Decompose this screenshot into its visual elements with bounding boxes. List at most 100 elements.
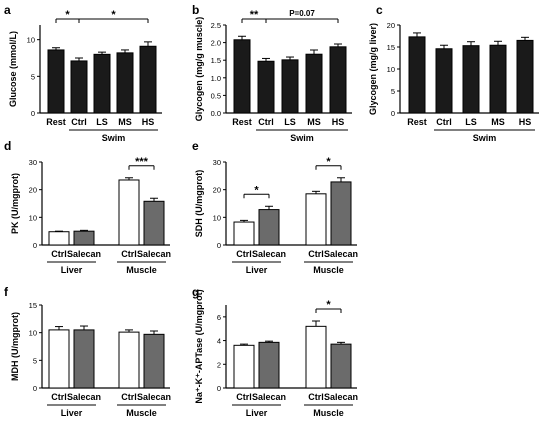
bar — [305, 325, 327, 389]
y-tick-label: 0 — [217, 384, 221, 393]
x-tick-label: Ctrl — [258, 117, 274, 127]
x-tick-label: HS — [142, 117, 155, 127]
x-tick-label: Ctrl — [308, 249, 324, 259]
y-tick-label: 1.0 — [211, 74, 221, 83]
x-tick-label: MS — [307, 117, 321, 127]
bar — [47, 49, 65, 114]
bar — [116, 52, 134, 114]
x-tick-label: Ctrl — [121, 392, 137, 402]
y-axis-label: Glycogen (mg/g liver) — [368, 23, 378, 115]
panel-letter: f — [4, 285, 9, 299]
y-tick-label: 20 — [29, 186, 37, 195]
x-tick-label: LS — [96, 117, 108, 127]
group-label: Liver — [246, 265, 268, 275]
panel-letter: a — [4, 3, 11, 17]
y-tick-label: 0 — [33, 384, 37, 393]
bar — [233, 39, 251, 114]
group-label: Liver — [246, 408, 268, 418]
y-axis-label: SDH (U/mgprot) — [194, 170, 204, 238]
group-label: Muscle — [313, 265, 344, 275]
significance-label: * — [254, 184, 259, 196]
group-label: Liver — [61, 408, 83, 418]
x-tick-label: LS — [284, 117, 296, 127]
y-tick-label: 30 — [29, 158, 37, 167]
bar — [139, 45, 157, 114]
y-tick-label: 0 — [391, 109, 395, 118]
bar — [258, 209, 280, 246]
bar — [305, 53, 323, 114]
significance-label: * — [326, 299, 331, 311]
bar — [330, 343, 352, 389]
x-tick-label: Ctrl — [436, 117, 452, 127]
x-tick-label: Ctrl — [308, 392, 324, 402]
bar — [489, 44, 507, 114]
bar — [118, 331, 140, 389]
x-tick-label: HS — [332, 117, 345, 127]
y-tick-label: 5 — [33, 356, 37, 365]
bar — [330, 181, 352, 246]
y-tick-label: 30 — [213, 158, 221, 167]
y-axis-label: PK (U/mgprot) — [10, 173, 20, 234]
bar — [143, 200, 165, 246]
y-tick-label: 2.5 — [211, 21, 221, 30]
y-tick-label: 0 — [33, 241, 37, 250]
bar — [408, 36, 426, 114]
bar — [73, 230, 95, 246]
y-tick-label: 20 — [387, 21, 395, 30]
x-tick-label: Rest — [46, 117, 66, 127]
y-tick-label: 0 — [31, 109, 35, 118]
bar — [118, 179, 140, 246]
x-tick-label: Salecan — [137, 249, 171, 259]
x-tick-label: Ctrl — [121, 249, 137, 259]
x-tick-label: Ctrl — [51, 249, 67, 259]
bar — [48, 329, 70, 389]
panel-letter: c — [376, 3, 383, 17]
y-tick-label: 6 — [217, 313, 221, 322]
group-label: Liver — [61, 265, 83, 275]
panel-letter: d — [4, 139, 11, 153]
x-tick-label: HS — [519, 117, 532, 127]
significance-label: P=0.07 — [289, 9, 315, 18]
x-tick-label: Salecan — [252, 249, 286, 259]
x-tick-label: MS — [491, 117, 505, 127]
bar — [281, 59, 299, 114]
y-tick-label: 2 — [217, 360, 221, 369]
y-tick-label: 15 — [387, 43, 395, 52]
y-axis-label: Glycogen (mg/g muscle) — [194, 17, 204, 122]
y-tick-label: 10 — [213, 213, 221, 222]
y-axis-label: MDH (U/mgprot) — [10, 312, 20, 381]
y-tick-label: 2.0 — [211, 39, 221, 48]
y-tick-label: 4 — [217, 337, 221, 346]
y-tick-label: 5 — [391, 87, 395, 96]
x-tick-label: Rest — [407, 117, 427, 127]
panel-c: c 0 5 10 15 20 Glycogen (mg/g liver) Rest Ctrl LS… — [368, 3, 539, 143]
y-tick-label: 10 — [29, 329, 37, 338]
x-tick-label: LS — [465, 117, 477, 127]
bar — [93, 53, 111, 114]
y-axis-label: Na⁺-K⁺-APTase (U/mgprot) — [194, 289, 204, 403]
x-tick-label: MS — [118, 117, 132, 127]
group-label: Swim — [473, 133, 497, 143]
y-tick-label: 1.5 — [211, 56, 221, 65]
x-tick-label: Salecan — [67, 249, 101, 259]
panel-a: a 0 5 10 Glucose (mmol/L) Rest Ctrl LS MS HS Swim *… — [4, 3, 162, 143]
bar — [435, 48, 453, 114]
bar — [257, 60, 275, 114]
x-tick-label: Salecan — [137, 392, 171, 402]
bar — [516, 39, 534, 114]
y-tick-label: 15 — [29, 301, 37, 310]
y-tick-label: 10 — [27, 36, 35, 45]
x-tick-label: Ctrl — [236, 249, 252, 259]
bar — [233, 344, 255, 389]
group-label: Muscle — [126, 408, 157, 418]
panel-letter: e — [192, 139, 199, 153]
x-tick-label: Salecan — [324, 392, 358, 402]
group-label: Swim — [290, 133, 314, 143]
y-tick-label: 0.0 — [211, 109, 221, 118]
group-label: Muscle — [313, 408, 344, 418]
